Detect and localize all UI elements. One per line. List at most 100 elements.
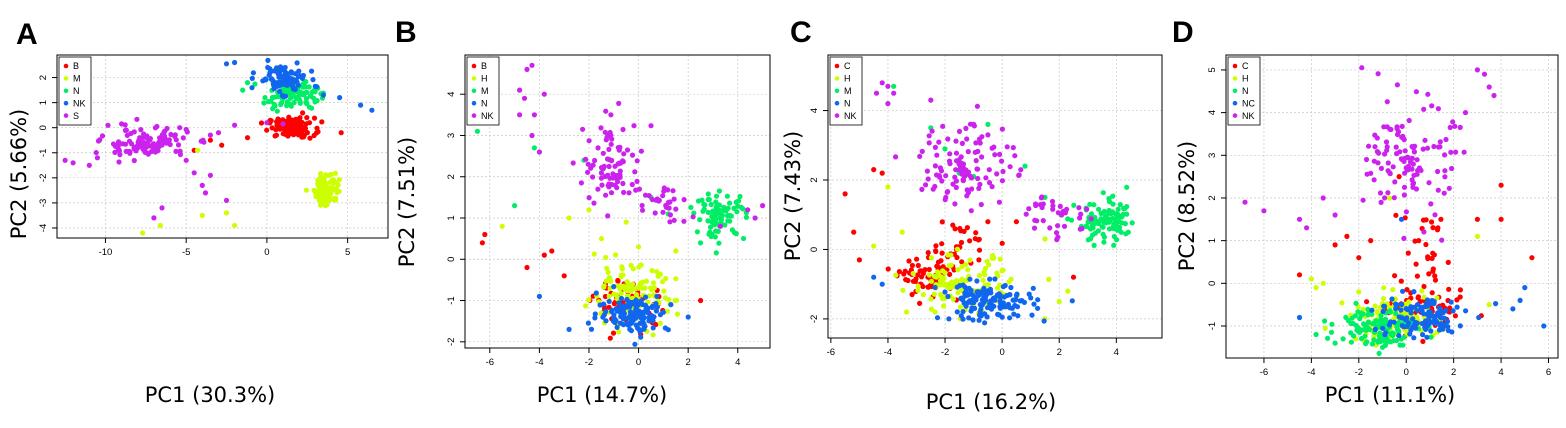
y-tick-label: -2 xyxy=(38,174,49,182)
point-m xyxy=(1115,206,1121,212)
point-nk xyxy=(1414,171,1420,177)
point-n xyxy=(614,308,621,314)
point-nk xyxy=(1429,103,1435,109)
point-b xyxy=(258,120,265,126)
point-n xyxy=(649,314,655,320)
point-h xyxy=(598,236,605,242)
point-h xyxy=(967,257,973,263)
point-nk xyxy=(603,192,609,198)
point-n xyxy=(1343,314,1349,320)
point-nc xyxy=(1418,305,1424,311)
point-nk xyxy=(873,90,880,96)
point-m xyxy=(328,171,334,178)
point-nk xyxy=(1377,190,1384,196)
point-nk xyxy=(956,167,963,173)
point-m xyxy=(324,202,330,208)
point-nk xyxy=(1397,149,1403,155)
point-c xyxy=(939,241,945,247)
point-nc xyxy=(1434,319,1440,325)
point-s xyxy=(168,131,174,138)
point-n xyxy=(1031,301,1037,307)
point-nk xyxy=(965,149,971,155)
point-c xyxy=(959,259,965,265)
point-nk xyxy=(1023,211,1029,217)
point-n xyxy=(945,293,951,300)
point-n xyxy=(1357,316,1363,322)
point-nk xyxy=(673,206,679,212)
x-tick-label: 2 xyxy=(1451,367,1456,378)
y-axis-title: PC2 (8.52%) xyxy=(1175,141,1199,271)
point-nk xyxy=(1296,216,1303,222)
point-h xyxy=(1390,287,1396,293)
point-c xyxy=(917,268,923,274)
point-nk xyxy=(620,180,626,187)
point-m xyxy=(1092,230,1098,236)
point-m xyxy=(303,187,309,193)
point-n xyxy=(1365,325,1371,331)
point-nk xyxy=(605,213,611,219)
legend-label: M xyxy=(481,86,489,96)
point-n xyxy=(968,299,974,305)
point-nk xyxy=(1084,206,1090,212)
point-c xyxy=(1070,274,1077,280)
point-n xyxy=(1035,297,1041,303)
point-m xyxy=(194,147,201,153)
point-nk xyxy=(591,200,597,206)
point-n xyxy=(627,312,633,318)
point-h xyxy=(586,297,592,303)
point-nk xyxy=(929,128,935,134)
point-h xyxy=(1474,233,1480,239)
point-nk xyxy=(1261,208,1267,214)
y-tick-label: 0 xyxy=(1207,281,1218,286)
point-nk xyxy=(665,199,672,206)
point-h xyxy=(1402,311,1408,317)
point-m xyxy=(140,230,146,236)
legend-label: NK xyxy=(73,98,86,108)
points-layer xyxy=(842,80,1135,326)
point-nk xyxy=(652,210,658,216)
point-n xyxy=(992,295,998,301)
legend-marker xyxy=(63,113,69,118)
point-nk xyxy=(999,126,1006,132)
point-m xyxy=(318,199,324,205)
point-n xyxy=(614,324,620,330)
point-n xyxy=(1028,295,1034,301)
point-c xyxy=(1529,255,1535,261)
y-tick-label: -1 xyxy=(446,296,457,304)
point-nk xyxy=(974,166,980,172)
point-c xyxy=(901,271,907,277)
point-m xyxy=(1068,217,1075,223)
point-nk xyxy=(936,139,942,145)
point-n xyxy=(981,294,987,301)
point-c xyxy=(976,257,982,263)
point-s xyxy=(62,157,68,163)
point-h xyxy=(950,296,957,302)
point-s xyxy=(166,137,172,143)
x-axis-title: PC1 (14.7%) xyxy=(537,383,667,407)
point-h xyxy=(605,269,611,275)
x-tick-label: 0 xyxy=(999,347,1004,358)
point-m xyxy=(1119,213,1125,219)
point-nk xyxy=(1410,161,1416,167)
point-h xyxy=(940,294,946,300)
legend-label: C xyxy=(844,61,851,71)
point-nk xyxy=(665,187,671,193)
point-m xyxy=(702,202,708,208)
point-nk xyxy=(314,84,320,90)
point-nk xyxy=(1435,168,1441,175)
point-n xyxy=(982,320,988,326)
legend-marker xyxy=(471,63,477,69)
point-m xyxy=(1106,199,1113,205)
y-tick-label: 4 xyxy=(809,108,820,113)
point-m xyxy=(707,229,713,235)
point-n xyxy=(632,341,638,347)
point-c xyxy=(1435,225,1441,231)
point-nk xyxy=(639,207,646,213)
point-nc xyxy=(1448,299,1454,305)
point-n xyxy=(1015,313,1021,319)
point-m xyxy=(716,188,723,194)
point-nk xyxy=(1055,234,1061,240)
point-h xyxy=(603,278,609,284)
point-m xyxy=(688,204,694,210)
